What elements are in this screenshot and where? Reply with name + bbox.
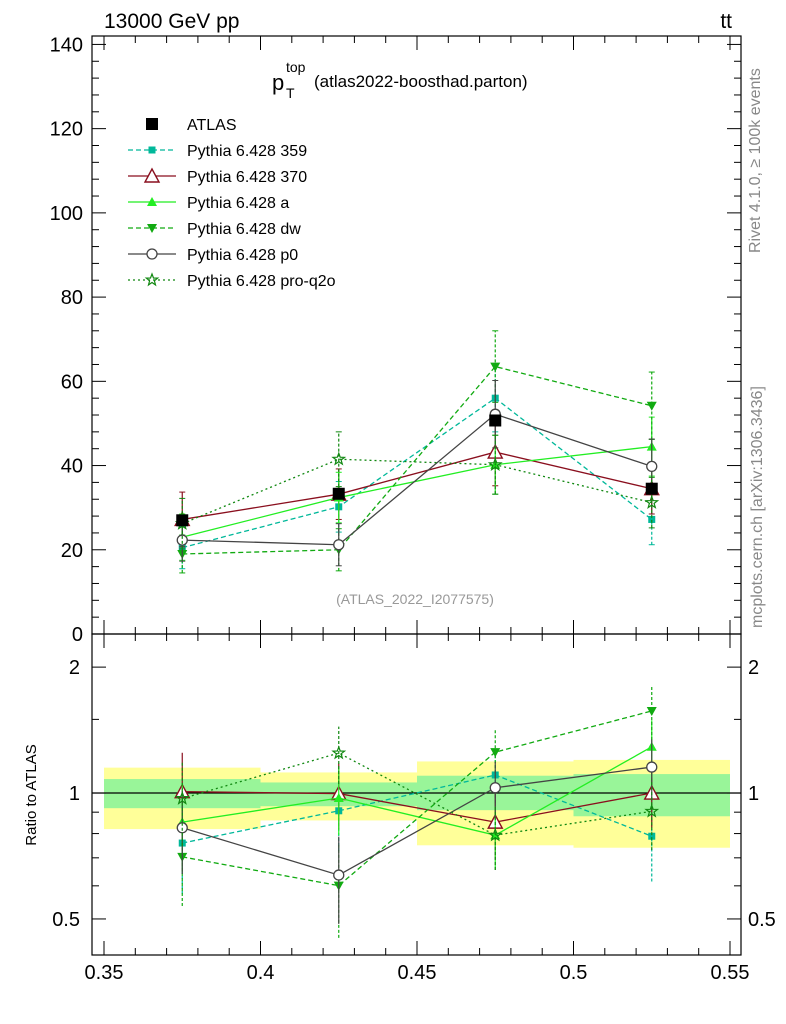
y-tick-label: 0 xyxy=(72,624,83,646)
y-tick-label: 60 xyxy=(61,371,83,393)
point-pp0 xyxy=(176,534,188,546)
y-tick-label: 120 xyxy=(50,119,83,141)
header-energy: 13000 GeV pp xyxy=(104,10,239,33)
legend-label-pa: Pythia 6.428 a xyxy=(187,195,289,212)
legend-marker-p359 xyxy=(148,146,156,154)
header-process-text: tt xyxy=(720,10,732,33)
series-line-pdw xyxy=(182,365,652,555)
point-pp0 xyxy=(333,539,345,551)
legend-item-pq2o: Pythia 6.428 pro-q2o xyxy=(128,272,336,290)
legend-label-data: ATLAS xyxy=(187,117,237,134)
point-data xyxy=(645,482,658,495)
ratio-point-pq2o xyxy=(174,790,190,805)
legend-item-p370: Pythia 6.428 370 xyxy=(128,167,307,186)
ratio-line-pp0 xyxy=(182,766,652,876)
ratio-ylabel: Ratio to ATLAS xyxy=(23,744,40,845)
x-tick-label: 0.55 xyxy=(711,962,750,984)
legend-item-pa: Pythia 6.428 a xyxy=(128,195,289,212)
point-data xyxy=(489,414,502,427)
ratio-tick-label-right: 1 xyxy=(748,783,759,805)
point-data xyxy=(332,487,345,500)
ratio-tick-label-right: 2 xyxy=(748,657,759,679)
series-pa xyxy=(177,416,657,561)
legend-marker-p370 xyxy=(143,167,161,183)
ratio-tick-label-right: 0.5 xyxy=(748,909,776,931)
legend-item-p359: Pythia 6.428 359 xyxy=(128,143,307,160)
legend-label-pp0: Pythia 6.428 p0 xyxy=(187,247,298,264)
title-sub: T xyxy=(286,85,295,101)
series-main xyxy=(174,330,660,574)
side-rivet-label: Rivet 4.1.0, ≥ 100k events xyxy=(747,68,764,253)
axes: 0 20 40 60 80 100 120 140 0.35 0.4 0.45 0.5 0.55 0.5 0… xyxy=(50,34,776,984)
x-tick-label: 0.5 xyxy=(560,962,588,984)
legend: ATLAS Pythia 6.428 359 Pythia 6.428 370 Pyt… xyxy=(128,117,336,290)
series-p370 xyxy=(174,417,660,548)
y-tick-label: 140 xyxy=(50,34,83,56)
point-p359 xyxy=(648,515,656,523)
y-tick-label: 80 xyxy=(61,287,83,309)
ratio-point-pq2o xyxy=(644,803,660,818)
y-tick-label: 100 xyxy=(50,203,83,225)
ratio-tick-label: 0.5 xyxy=(52,909,80,931)
title-main: p xyxy=(272,70,284,95)
legend-item-data: ATLAS xyxy=(146,117,237,134)
ratio-point-pdw xyxy=(646,706,657,716)
x-tick-label: 0.45 xyxy=(398,962,437,984)
legend-marker-pq2o xyxy=(144,272,160,287)
ratio-point-p359 xyxy=(648,832,656,840)
header-process: tt ̅ xyxy=(720,10,732,33)
series-line-p359 xyxy=(182,397,653,549)
ratio-point-pp0 xyxy=(646,761,658,773)
legend-item-pdw: Pythia 6.428 dw xyxy=(128,221,301,238)
ratio-point-pq2o xyxy=(331,745,347,760)
point-pdw xyxy=(490,362,501,372)
ratio-point-pa xyxy=(333,793,344,803)
legend-marker-pp0 xyxy=(146,248,158,260)
ratio-point-pq2o xyxy=(487,827,503,842)
series-line-pa xyxy=(182,445,652,538)
point-pq2o xyxy=(644,494,660,509)
series-ratio xyxy=(174,685,660,938)
ratio-point-pdw xyxy=(490,748,501,758)
x-tick-label: 0.35 xyxy=(85,962,124,984)
legend-label-p359: Pythia 6.428 359 xyxy=(187,143,307,160)
point-pdw xyxy=(646,401,657,411)
ratio-point-pp0 xyxy=(489,782,501,794)
point-data xyxy=(176,514,189,527)
watermark: (ATLAS_2022_I2077575) xyxy=(336,591,494,607)
legend-marker-pdw xyxy=(147,224,157,233)
point-pq2o xyxy=(487,456,503,472)
series-line-p370 xyxy=(182,451,652,521)
ratio-line-pa xyxy=(182,746,653,836)
legend-label-p370: Pythia 6.428 370 xyxy=(187,169,307,186)
title-sup: top xyxy=(286,59,306,75)
y-tick-label: 20 xyxy=(61,540,83,562)
legend-marker-data xyxy=(146,118,158,130)
legend-item-pp0: Pythia 6.428 p0 xyxy=(128,247,298,264)
legend-label-pq2o: Pythia 6.428 pro-q2o xyxy=(187,273,336,290)
series-line-pq2o xyxy=(182,458,652,525)
ratio-series-pq2o xyxy=(174,726,660,870)
ratio-line-pq2o xyxy=(182,752,652,836)
side-mcplots-label: mcplots.cern.ch [arXiv:1306.3436] xyxy=(749,386,766,628)
title-rest: (atlas2022-boosthad.parton) xyxy=(314,72,528,91)
legend-marker-pa xyxy=(147,197,157,206)
ratio-bands xyxy=(104,759,730,848)
series-data xyxy=(176,414,658,527)
plot-title: p top T (atlas2022-boosthad.parton) xyxy=(272,59,528,101)
ratio-point-pp0 xyxy=(333,869,345,881)
series-p359 xyxy=(178,363,656,570)
point-pp0 xyxy=(646,460,658,473)
y-tick-label: 40 xyxy=(61,456,83,478)
legend-label-pdw: Pythia 6.428 dw xyxy=(187,221,301,238)
series-pq2o xyxy=(174,431,660,550)
ratio-line-p359 xyxy=(182,774,652,844)
series-line-pp0 xyxy=(182,413,652,546)
ratio-tick-label: 1 xyxy=(69,783,80,805)
x-tick-label: 0.4 xyxy=(247,962,275,984)
ratio-line-p370 xyxy=(182,791,652,823)
point-pq2o xyxy=(331,451,347,466)
ratio-tick-label: 2 xyxy=(69,657,80,679)
